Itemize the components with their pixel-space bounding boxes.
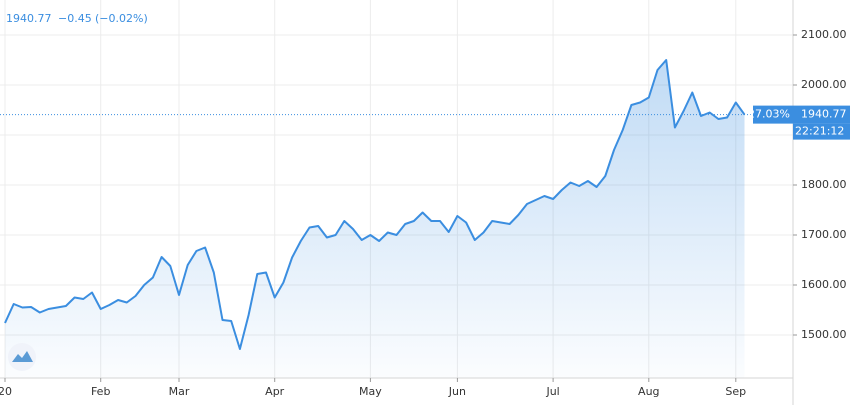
x-tick-label: 20 <box>0 385 12 398</box>
y-tick-label: 1800.00 <box>801 178 847 191</box>
y-tick-label: 1700.00 <box>801 228 847 241</box>
area <box>5 60 745 378</box>
logo <box>8 343 36 371</box>
price-label: 1940.77 <box>801 108 847 121</box>
x-tick-label: Jul <box>545 385 559 398</box>
y-tick-label: 2100.00 <box>801 28 847 41</box>
x-tick-label: Mar <box>169 385 190 398</box>
legend-last: 1940.77 <box>6 12 52 25</box>
legend-change: −0.45 <box>58 12 92 25</box>
y-tick-label: 1600.00 <box>801 278 847 291</box>
price-line <box>4 59 746 350</box>
last-price-badge <box>753 105 850 124</box>
x-tick-label: Sep <box>725 385 746 398</box>
percent-label: 27.03% <box>748 108 790 121</box>
x-tick-label: May <box>359 385 382 398</box>
y-tick-label: 1500.00 <box>801 328 847 341</box>
x-tick-label: Jun <box>448 385 466 398</box>
countdown-label: 22:21:12 <box>795 125 844 138</box>
legend-change-pct: (−0.02%) <box>95 12 148 25</box>
x-tick-label: Aug <box>638 385 659 398</box>
x-tick-label: Apr <box>265 385 285 398</box>
plot <box>4 59 746 378</box>
x-tick-label: Feb <box>91 385 110 398</box>
y-tick-label: 2000.00 <box>801 78 847 91</box>
countdown-badge <box>793 123 850 140</box>
